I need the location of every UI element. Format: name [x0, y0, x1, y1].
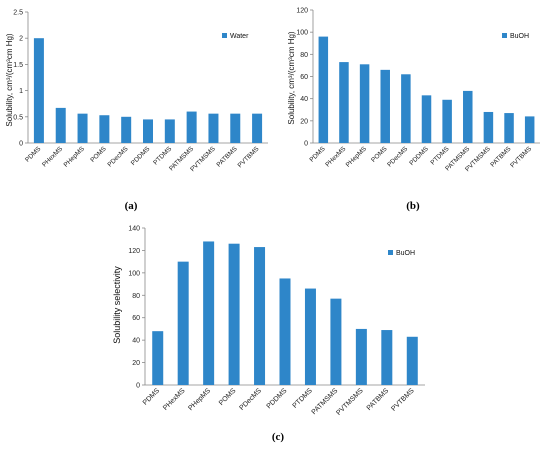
x-tick-label: PVTBMS: [390, 387, 416, 413]
x-tick-label: PDDMS: [266, 387, 289, 410]
bar-pdms: [318, 36, 329, 143]
y-tick-label: 120: [128, 248, 140, 255]
y-tick-label: 2: [19, 36, 23, 43]
x-tick-label: PHexMS: [324, 145, 348, 169]
x-tick-label: PDMS: [24, 145, 43, 164]
bar-pdecms: [121, 116, 132, 143]
x-tick-label: PDDMS: [130, 145, 152, 167]
y-tick-label: 40: [132, 338, 140, 345]
bar-poms: [380, 69, 390, 143]
panel-label-b: (b): [406, 200, 420, 212]
bar-ptdms: [304, 288, 316, 385]
bar-phexms: [177, 261, 189, 385]
x-tick-label: PATBMS: [366, 387, 391, 412]
x-tick-label: PDDMS: [408, 145, 430, 167]
bar-phexms: [339, 62, 349, 143]
bar-pdecms: [254, 247, 266, 385]
bar-pvtbms: [406, 336, 418, 385]
y-tick-label: 40: [300, 96, 308, 103]
y-tick-label: 0: [19, 141, 23, 148]
bar-patmsms: [463, 90, 473, 143]
y-tick-label: 100: [128, 270, 140, 277]
bar-pddms: [279, 278, 291, 385]
x-tick-label: PVTBMS: [509, 145, 533, 169]
x-tick-label: PHepMS: [63, 145, 87, 169]
y-tick-label: 60: [300, 74, 308, 81]
y-tick-label: 1: [19, 88, 23, 95]
y-axis-label: Solubility selectivity: [112, 266, 122, 344]
bar-pdms: [152, 331, 164, 385]
y-tick-label: 20: [300, 118, 308, 125]
bar-pvtbms: [524, 116, 535, 143]
y-axis-label: Solubility, cm³/(cm³cm Hg): [5, 33, 14, 127]
bar-phepms: [77, 113, 88, 143]
x-tick-label: PATBMS: [216, 145, 240, 169]
x-tick-label: PHexMS: [41, 145, 65, 169]
legend-label: BuOH: [396, 250, 415, 257]
y-tick-label: 0.5: [13, 114, 23, 121]
x-tick-label: PVTBMS: [237, 145, 261, 169]
y-tick-label: 1.5: [13, 62, 23, 69]
y-tick-label: 0: [136, 383, 140, 390]
x-tick-label: PDecMS: [238, 387, 263, 412]
y-tick-label: 20: [132, 360, 140, 367]
bar-pddms: [143, 119, 153, 143]
bar-pvtmsms: [355, 328, 367, 385]
x-tick-label: POMS: [89, 145, 108, 164]
y-tick-label: 0: [304, 141, 308, 148]
x-tick-label: PDecMS: [107, 145, 131, 169]
bar-ptdms: [442, 99, 452, 143]
chart-panel-a: Solubility, cm³/(cm³cm Hg) 00.511.522.5 …: [5, 10, 268, 212]
legend-swatch: [388, 250, 393, 255]
y-axis-label: Solubility, cm³/(cm³cm Hg): [287, 31, 296, 125]
legend-swatch: [222, 33, 227, 38]
bar-pvtbms: [252, 113, 263, 143]
legend-label: BuOH: [510, 33, 529, 40]
bar-poms: [99, 115, 110, 143]
x-tick-label: PHepMS: [187, 387, 212, 412]
x-tick-label: PHexMS: [162, 387, 187, 412]
bar-patmsms: [186, 111, 197, 143]
x-tick-label: PDMS: [309, 145, 328, 164]
chart-panel-c: Solubility selectivity 0 20 40 60 80 100 120 14…: [112, 226, 425, 443]
x-tick-label: PHepMS: [345, 145, 369, 169]
x-tick-label: PVTMSMS: [335, 387, 365, 417]
bar-pdecms: [401, 74, 411, 143]
x-tick-label: POMS: [370, 145, 389, 164]
y-tick-label: 140: [128, 226, 140, 233]
bar-patmsms: [330, 298, 342, 385]
y-tick-label: 80: [132, 293, 140, 300]
y-tick-label: 2.5: [13, 10, 23, 17]
bar-patbms: [230, 113, 241, 143]
bar-ptdms: [164, 119, 175, 143]
bar-patbms: [504, 113, 514, 143]
panel-label-c: (c): [272, 431, 285, 443]
x-tick-label: POMS: [218, 387, 238, 407]
y-tick-label: 60: [132, 315, 140, 322]
x-tick-label: PDecMS: [386, 145, 410, 169]
legend-label: Water: [230, 33, 249, 40]
chart-panel-b: Solubility, cm³/(cm³cm Hg) 0 20 40 60 80 100 1…: [287, 8, 540, 212]
legend-swatch: [502, 33, 507, 38]
bar-pdms: [33, 38, 44, 144]
bar-pvtmsms: [483, 111, 494, 143]
bar-pvtmsms: [208, 113, 219, 143]
bar-pddms: [421, 95, 432, 143]
bar-phexms: [55, 107, 66, 143]
x-tick-label: PTDMS: [292, 387, 315, 410]
y-tick-label: 100: [296, 30, 308, 37]
y-tick-label: 80: [300, 52, 308, 59]
x-tick-label: PDMS: [142, 387, 161, 406]
bar-poms: [228, 243, 240, 385]
x-tick-label: PTDMS: [152, 145, 174, 167]
bar-patbms: [381, 330, 393, 385]
panel-label-a: (a): [125, 200, 138, 212]
bar-phepms: [203, 241, 215, 385]
bar-phepms: [359, 64, 370, 143]
y-tick-label: 120: [296, 8, 308, 15]
